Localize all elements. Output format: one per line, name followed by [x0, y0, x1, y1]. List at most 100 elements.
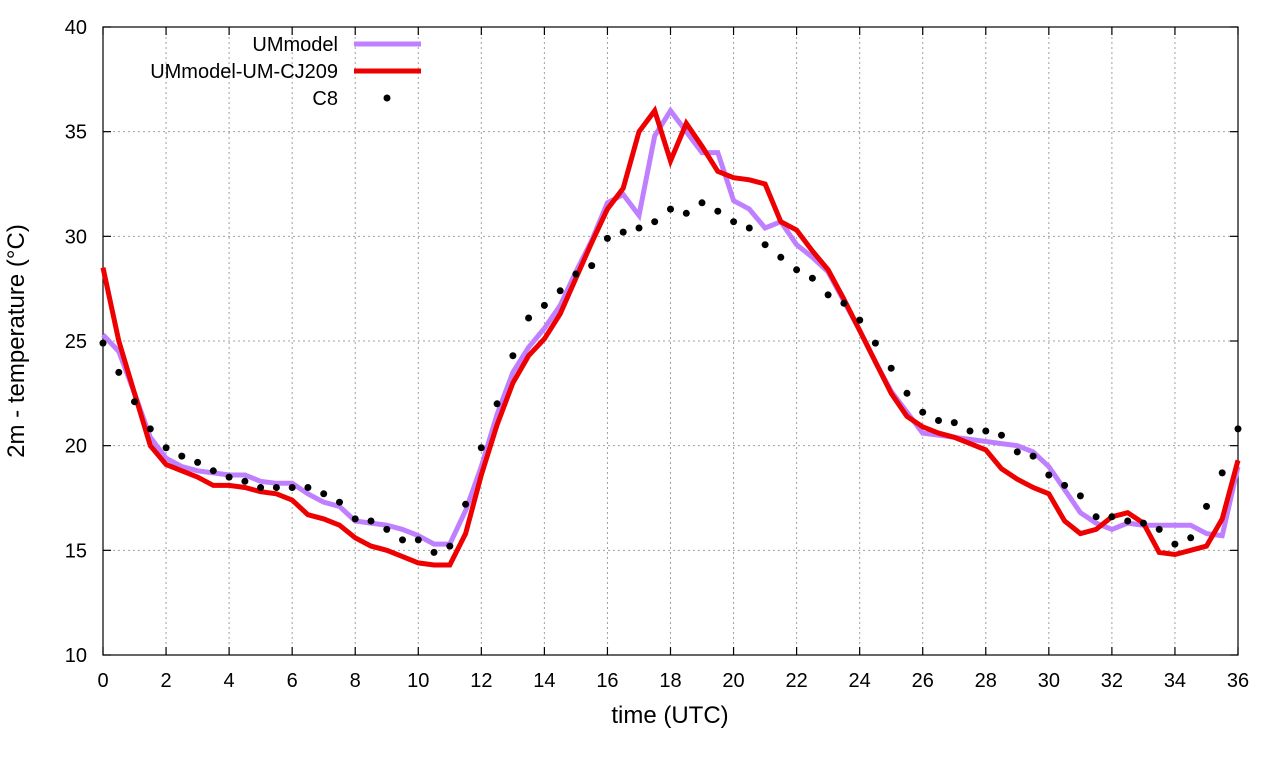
data-point-c8: [1234, 425, 1242, 433]
x-tick-label: 28: [975, 670, 997, 692]
data-point-c8: [950, 419, 958, 427]
data-point-c8: [761, 241, 769, 249]
x-tick-label: 32: [1101, 670, 1123, 692]
data-point-c8: [667, 205, 674, 213]
data-point-c8: [966, 427, 974, 435]
data-point-c8: [525, 314, 533, 322]
data-point-c8: [1203, 502, 1210, 510]
data-point-c8: [540, 301, 548, 309]
y-tick-label: 15: [65, 540, 87, 562]
y-tick-label: 20: [65, 436, 87, 458]
data-point-c8: [1076, 492, 1084, 500]
data-point-c8: [225, 473, 233, 481]
data-point-c8: [304, 484, 312, 491]
data-point-c8: [1171, 540, 1179, 548]
data-point-c8: [619, 228, 627, 236]
x-tick-label: 20: [722, 670, 744, 692]
data-point-c8: [1187, 534, 1195, 542]
data-point-c8: [588, 262, 596, 270]
data-point-c8: [824, 291, 832, 299]
data-point-c8: [919, 408, 927, 416]
data-point-c8: [272, 484, 280, 491]
data-point-c8: [714, 207, 722, 215]
data-point-c8: [477, 444, 485, 452]
y-tick-label: 10: [65, 645, 87, 667]
x-tick-label: 24: [849, 670, 871, 692]
x-tick-label: 22: [785, 670, 807, 692]
data-point-c8: [793, 266, 801, 274]
axis-ticks: 0 2 4 6 8 10 12 14 16 18 20 22 24 26 28 30 32 34 361015202…: [65, 17, 1249, 692]
data-point-c8: [1045, 471, 1053, 479]
data-point-c8: [336, 498, 343, 506]
y-tick-label: 40: [65, 17, 87, 39]
data-point-c8: [383, 525, 391, 533]
data-point-c8: [698, 199, 706, 207]
data-point-c8: [871, 339, 879, 347]
x-tick-label: 16: [596, 670, 618, 692]
x-tick-label: 30: [1038, 670, 1060, 692]
data-point-c8: [367, 517, 375, 525]
legend-label-ummodel: UMmodel: [252, 34, 338, 56]
data-point-c8: [1155, 525, 1163, 533]
data-point-c8: [982, 427, 990, 435]
data-point-c8: [556, 287, 564, 295]
data-point-c8: [194, 458, 202, 466]
data-point-c8: [209, 467, 217, 475]
x-tick-label: 6: [287, 670, 298, 692]
grid: [103, 27, 1238, 655]
data-point-c8: [840, 299, 848, 307]
data-point-c8: [131, 398, 138, 406]
data-point-c8: [288, 484, 296, 491]
data-point-c8: [178, 452, 186, 460]
y-axis-title: 2m - temperature (°C): [3, 224, 30, 458]
data-point-c8: [146, 425, 154, 433]
data-point-c8: [241, 477, 249, 485]
x-tick-label: 10: [407, 670, 429, 692]
data-point-c8: [1013, 448, 1021, 456]
data-point-c8: [493, 400, 501, 408]
data-point-c8: [414, 536, 422, 544]
data-point-c8: [1108, 513, 1116, 521]
data-point-c8: [1139, 519, 1147, 527]
data-point-c8: [430, 548, 438, 556]
data-point-c8: [1218, 469, 1226, 477]
data-point-c8: [935, 417, 942, 424]
x-tick-label: 12: [470, 670, 492, 692]
data-point-c8: [320, 490, 328, 498]
series-line-ummodel: [101, 106, 1241, 547]
data-point-c8: [1029, 452, 1037, 460]
data-point-c8: [1092, 513, 1100, 521]
x-tick-label: 8: [350, 670, 361, 692]
data-point-c8: [1061, 481, 1069, 489]
data-point-c8: [509, 352, 517, 360]
series-layer: [99, 105, 1242, 568]
x-tick-label: 14: [533, 670, 555, 692]
legend-label-ummodel-um-cj209: UMmodel-UM-CJ209: [150, 61, 338, 83]
data-point-c8: [603, 234, 611, 242]
x-tick-label: 34: [1164, 670, 1186, 692]
legend-swatch-c8: [383, 94, 391, 102]
data-point-c8: [730, 218, 738, 226]
data-point-c8: [998, 431, 1005, 439]
y-tick-label: 25: [65, 331, 87, 353]
data-point-c8: [635, 224, 643, 232]
data-point-c8: [115, 368, 123, 376]
data-point-c8: [745, 224, 753, 232]
series-line-ummodel-um-cj209: [100, 105, 1241, 568]
data-point-c8: [462, 500, 470, 508]
x-tick-label: 18: [659, 670, 681, 692]
data-point-c8: [351, 515, 359, 523]
data-point-c8: [399, 536, 406, 544]
x-tick-label: 26: [912, 670, 934, 692]
data-point-c8: [1124, 517, 1132, 525]
data-point-c8: [856, 316, 864, 324]
data-point-c8: [903, 389, 911, 397]
data-point-c8: [777, 253, 785, 261]
y-tick-label: 30: [65, 226, 87, 248]
data-point-c8: [99, 339, 107, 347]
data-point-c8: [887, 364, 895, 372]
x-tick-label: 4: [224, 670, 235, 692]
data-point-c8: [446, 542, 454, 550]
x-tick-label: 0: [97, 670, 108, 692]
